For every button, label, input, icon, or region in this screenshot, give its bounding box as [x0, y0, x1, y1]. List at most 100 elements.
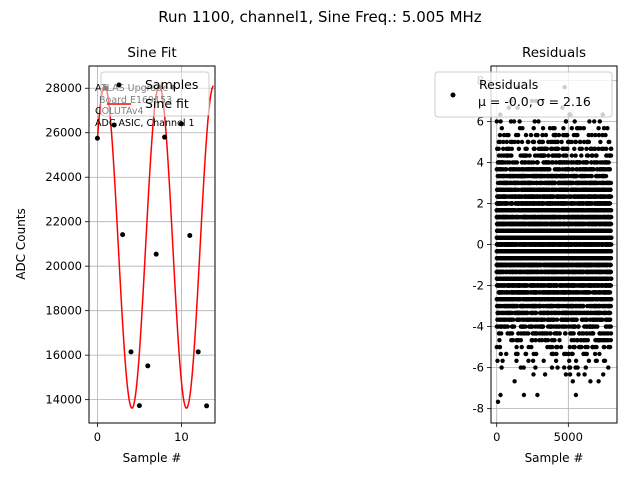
residual-point — [587, 119, 592, 124]
residual-point — [596, 379, 601, 384]
legend-samples-label: Samples — [145, 77, 198, 92]
residual-point — [512, 379, 517, 384]
sine-fit-curve — [96, 84, 214, 409]
residual-point — [523, 132, 529, 138]
residual-point — [573, 392, 579, 398]
residual-point — [572, 173, 577, 179]
residual-point — [501, 317, 506, 322]
figure-suptitle: Run 1100, channel1, Sine Freq.: 5.005 MH… — [158, 8, 482, 26]
sine-fit-panel: Sine Fit 0 101400016000180002000022000240… — [14, 45, 216, 465]
residual-point — [596, 126, 601, 131]
residual-point — [552, 338, 557, 343]
legend-samples-marker — [116, 82, 122, 88]
residual-point — [555, 324, 560, 329]
residual-point — [601, 126, 607, 131]
residual-point — [511, 119, 517, 124]
residual-point — [498, 351, 503, 357]
residual-point — [562, 365, 567, 370]
residual-point — [509, 153, 514, 158]
residual-point — [504, 351, 509, 357]
residual-point — [592, 119, 597, 124]
sample-point — [204, 403, 210, 409]
residual-point — [601, 358, 607, 363]
residual-point — [504, 139, 509, 145]
residual-point — [495, 399, 501, 404]
residual-point — [561, 126, 566, 131]
residual-point — [558, 344, 564, 350]
residual-point — [563, 372, 569, 377]
legend-sine-fit-label: Sine fit — [145, 96, 189, 111]
residual-point — [570, 379, 575, 384]
residual-point — [514, 344, 519, 350]
residual-point — [521, 392, 527, 398]
sample-point — [111, 122, 117, 128]
residual-point — [515, 139, 521, 145]
residual-point — [557, 160, 563, 165]
sample-point — [120, 232, 126, 238]
residual-point — [573, 358, 579, 363]
residual-point — [567, 372, 573, 377]
residual-point — [567, 344, 573, 350]
residual-point — [505, 324, 510, 329]
sine-fit-ytick-label: 22000 — [45, 215, 82, 229]
residual-point — [598, 139, 603, 145]
sample-point — [178, 121, 184, 127]
sine-fit-xlabel: Sample # — [123, 451, 182, 465]
residual-point — [567, 358, 572, 363]
residual-point — [526, 358, 531, 363]
residual-point — [500, 358, 505, 363]
residual-point — [543, 132, 549, 138]
annotation-line-4: ADC ASIC, Channel 1 — [95, 118, 195, 129]
residual-point — [494, 119, 499, 124]
residual-point — [552, 331, 557, 336]
sample-point — [162, 134, 168, 140]
residual-point — [579, 344, 584, 350]
residual-point — [555, 365, 560, 370]
sine-fit-ytick-label: 16000 — [45, 348, 82, 362]
residual-point — [519, 139, 525, 145]
sine-fit-ylabel: ADC Counts — [14, 208, 28, 280]
sine-fit-plot-area — [94, 84, 214, 409]
residual-point — [531, 139, 537, 145]
residual-point — [557, 338, 562, 343]
residual-point — [559, 324, 564, 329]
residual-point — [572, 119, 577, 124]
residual-point — [549, 365, 555, 370]
residual-point — [517, 119, 522, 124]
residual-point — [553, 358, 559, 363]
residual-point — [526, 344, 531, 350]
sine-fit-ytick-label: 18000 — [45, 304, 82, 318]
sample-point — [153, 251, 159, 257]
residual-point — [531, 126, 536, 131]
sample-point — [128, 349, 134, 355]
sample-point — [136, 403, 142, 409]
residual-point — [536, 146, 541, 151]
residual-point — [581, 126, 586, 131]
sample-point — [187, 232, 193, 238]
residual-point — [596, 132, 602, 138]
residual-point — [565, 146, 570, 151]
residual-point — [593, 132, 598, 138]
residuals-title: Residuals — [522, 45, 586, 61]
residual-point — [588, 379, 593, 384]
residual-point — [540, 126, 546, 131]
residual-point — [602, 344, 607, 350]
sine-fit-ytick-label: 24000 — [45, 170, 82, 184]
residual-point — [562, 324, 567, 329]
residuals-plot-area — [494, 85, 614, 404]
residual-point — [559, 139, 564, 145]
residual-point — [593, 358, 599, 363]
sine-fit-xtick-label: 0 — [94, 430, 101, 444]
residual-point — [597, 119, 602, 124]
sample-point — [94, 135, 100, 141]
residual-point — [569, 126, 574, 131]
residual-point — [498, 392, 503, 398]
residual-point — [597, 351, 602, 357]
residual-point — [596, 146, 601, 151]
residual-point — [497, 338, 502, 343]
sine-fit-axes-frame — [88, 65, 216, 424]
sine-fit-legend-box — [100, 71, 210, 117]
sine-fit-ytick-label: 20000 — [45, 259, 82, 273]
